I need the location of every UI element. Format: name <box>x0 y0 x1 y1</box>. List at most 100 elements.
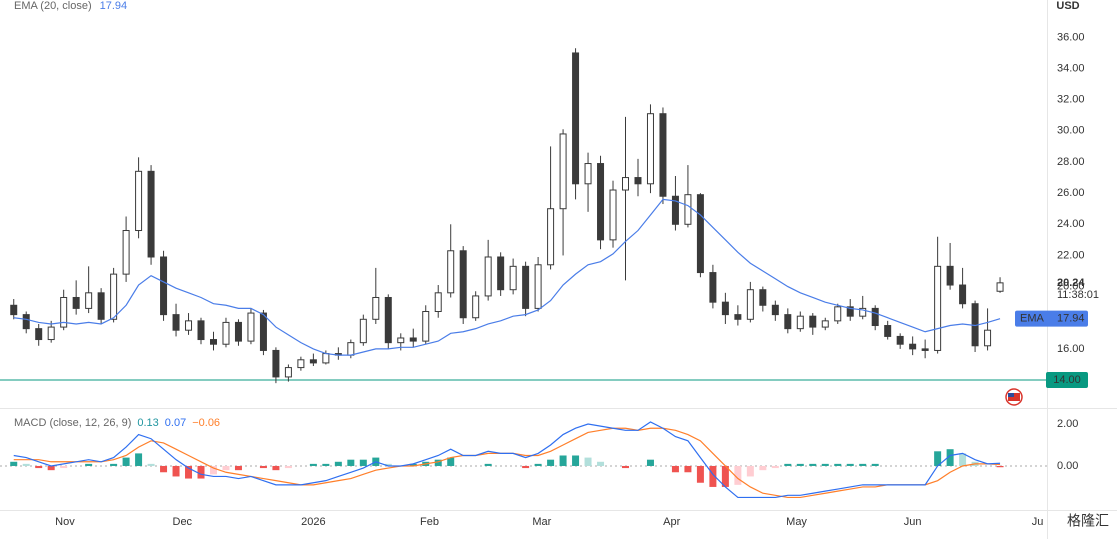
histogram-bar <box>122 457 130 466</box>
candle-body <box>172 314 180 331</box>
macd-legend: MACD (close, 12, 26, 9) 0.13 0.07 −0.06 <box>14 417 220 429</box>
candle-body <box>796 315 804 330</box>
y-tick-label: 30.00 <box>1057 125 1085 137</box>
candle-body <box>10 304 18 316</box>
candle-body <box>696 194 704 274</box>
y-tick-label: 16.00 <box>1057 343 1085 355</box>
histogram-bar <box>135 453 143 466</box>
histogram-bar <box>347 459 355 466</box>
candle-body <box>322 353 330 364</box>
histogram-bar <box>259 465 267 469</box>
y-tick-label: 22.00 <box>1057 249 1085 261</box>
x-tick-label: 2026 <box>301 516 325 528</box>
histogram-bar <box>809 463 817 466</box>
candle-body <box>659 113 667 197</box>
ema-legend-value: 17.94 <box>100 0 128 12</box>
candle-body <box>110 273 118 320</box>
candle-body <box>422 311 430 342</box>
candle-body <box>721 301 729 316</box>
candle-body <box>597 163 605 241</box>
candle-body <box>35 328 43 341</box>
candle-body <box>222 321 230 345</box>
histogram-bar <box>334 461 342 466</box>
histogram-bar <box>859 463 867 466</box>
histogram-bar <box>559 455 567 466</box>
histogram-bar <box>522 465 530 469</box>
candle-body <box>60 296 68 328</box>
histogram-bar <box>646 459 654 466</box>
candle-body <box>284 367 292 378</box>
histogram-bar <box>584 457 592 466</box>
candle-body <box>996 282 1004 292</box>
candle-body <box>347 342 355 356</box>
candle-body <box>572 52 580 185</box>
candle-body <box>434 292 442 313</box>
histogram-bar <box>934 451 942 466</box>
candle-body <box>671 195 679 225</box>
y-tick-label: 36.00 <box>1057 31 1085 43</box>
histogram-bar <box>696 465 704 483</box>
horizontal-line-label: 14.00 <box>1053 374 1081 386</box>
candle-body <box>122 230 130 275</box>
histogram-bar <box>996 465 1004 468</box>
y-tick-label: 26.00 <box>1057 187 1085 199</box>
candle-body <box>209 339 217 345</box>
candle-body <box>821 320 829 328</box>
candle-body <box>622 177 630 191</box>
histogram-bar <box>759 465 767 471</box>
macd-legend-name: MACD (close, 12, 26, 9) <box>14 417 131 429</box>
histogram-bar <box>959 453 967 466</box>
y-tick-label: 20.00 <box>1057 280 1085 292</box>
candle-body <box>72 296 80 309</box>
y-tick-label: 32.00 <box>1057 94 1085 106</box>
candle-body <box>909 343 917 350</box>
y-tick-label: 0.00 <box>1057 460 1078 472</box>
candle-body <box>646 113 654 185</box>
histogram-bar <box>22 463 30 466</box>
histogram-bar <box>709 465 717 487</box>
candle-body <box>946 265 954 286</box>
histogram-bar <box>946 449 954 466</box>
candle-body <box>497 256 505 291</box>
candle-body <box>197 320 205 341</box>
signal-legend-value: 0.07 <box>165 417 186 429</box>
candle-body <box>559 133 567 210</box>
y-tick-label: 24.00 <box>1057 218 1085 230</box>
histogram-bar <box>60 465 68 469</box>
histogram-bar <box>147 463 155 466</box>
candle-body <box>984 329 992 347</box>
histogram-bar <box>784 463 792 466</box>
x-tick-label: Jun <box>904 516 922 528</box>
candle-body <box>234 321 242 342</box>
candle-body <box>809 315 817 328</box>
candle-body <box>584 163 592 185</box>
macd-legend-value: 0.13 <box>137 417 158 429</box>
candle-body <box>309 359 317 364</box>
histogram-bar <box>821 463 829 466</box>
histogram-bar <box>684 465 692 473</box>
ema-legend-name: EMA (20, close) <box>14 0 92 12</box>
histogram-bar <box>746 465 754 477</box>
histogram-bar <box>209 465 217 475</box>
ema-legend: EMA (20, close) 17.94 <box>14 0 127 12</box>
watermark: 格隆汇 <box>1067 513 1109 529</box>
flag-icon-canton <box>1008 393 1014 397</box>
candle-body <box>534 264 542 309</box>
histogram-bar <box>572 455 580 466</box>
histogram-bar <box>309 463 317 466</box>
histogram-bar <box>10 461 18 466</box>
histogram-bar <box>384 463 392 466</box>
histogram-bar <box>172 465 180 477</box>
histogram-bar <box>447 457 455 466</box>
ema-tag-name: EMA <box>1020 313 1045 325</box>
candle-body <box>359 318 367 344</box>
histogram-bar <box>534 463 542 466</box>
histogram-bar <box>234 465 242 471</box>
candle-body <box>247 312 255 342</box>
histogram-bar <box>322 463 330 466</box>
histogram-bar <box>110 463 118 466</box>
histogram-bar <box>671 465 679 473</box>
candle-body <box>959 284 967 305</box>
ema-tag <box>1015 310 1088 327</box>
